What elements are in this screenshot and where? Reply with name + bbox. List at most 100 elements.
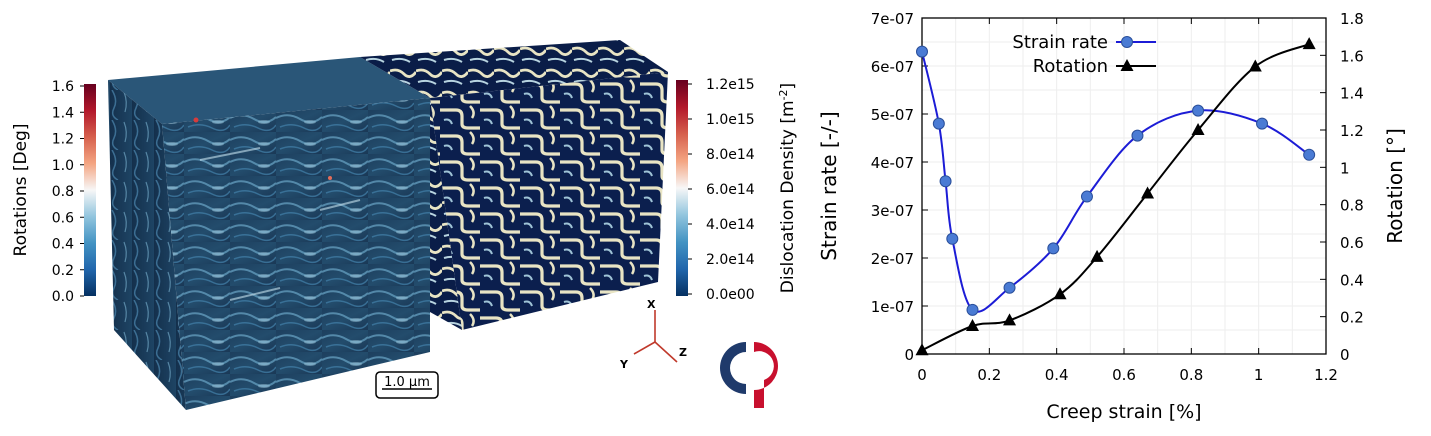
data-point	[1003, 281, 1016, 294]
density-cube-top	[360, 40, 668, 98]
data-point	[1303, 148, 1316, 161]
rotations-colorbar-ramp	[84, 84, 96, 296]
x-tick-label: 0.4	[1045, 366, 1069, 384]
axis-arrow	[654, 341, 678, 363]
density-tick-label: 6.0e14	[706, 182, 755, 198]
rotations-cube-hotspot	[328, 176, 332, 180]
y2-axis-label: Rotation [°]	[1383, 128, 1407, 244]
logo-dark-arc	[720, 342, 746, 394]
y2-tick-label: 1	[1340, 159, 1350, 177]
density-tick-label: 8.0e14	[706, 147, 755, 163]
legend-label: Rotation	[1033, 56, 1108, 77]
density-colorbar-label: Dislocation Density [m-2]	[777, 83, 799, 293]
rotations-cube-hotspot	[193, 117, 199, 123]
y2-tick-label: 0	[1340, 346, 1350, 364]
x-tick-label: 1	[1254, 366, 1264, 384]
y-tick-label: 3e-07	[871, 202, 914, 220]
axis-x-label: X	[647, 298, 656, 311]
series-strain-rate	[916, 45, 1316, 316]
rotations-cube-side	[108, 80, 186, 410]
data-point	[1248, 59, 1262, 72]
data-point	[1080, 190, 1093, 203]
data-point	[966, 319, 979, 331]
y2-tick-label: 0.6	[1340, 234, 1364, 252]
data-point	[1047, 242, 1060, 255]
density-tick-label: 4.0e14	[706, 217, 755, 233]
rotations-tick-label: 1.0	[52, 158, 74, 174]
data-point	[1191, 123, 1205, 135]
data-point	[932, 117, 945, 130]
x-tick-label: 0.2	[977, 366, 1001, 384]
x-tick-label: 0.8	[1179, 366, 1203, 384]
data-point	[966, 303, 979, 316]
density-tick-label: 2.0e14	[706, 252, 755, 268]
density-colorbar-ramp	[676, 80, 688, 296]
axis-y-label: Y	[619, 358, 629, 371]
y-axis-label: Strain rate [-/-]	[817, 111, 841, 260]
data-point	[1090, 249, 1104, 262]
rotations-cube-top	[108, 57, 430, 124]
series-line	[921, 51, 1310, 313]
y2-tick-label: 1.8	[1340, 10, 1364, 28]
scale-bar: 1.0 µm	[375, 371, 439, 399]
data-point	[1131, 129, 1144, 142]
legend-marker	[1121, 36, 1133, 48]
y2-tick-label: 0.8	[1340, 197, 1364, 215]
x-tick-label: 1.2	[1314, 366, 1338, 384]
chart-grid	[922, 18, 1326, 354]
data-point	[915, 343, 929, 356]
data-point	[1192, 104, 1205, 117]
data-point	[1053, 287, 1067, 300]
density-cube-front	[430, 72, 668, 330]
y-tick-label: 1e-07	[871, 298, 914, 316]
x-axis-label: Creep strain [%]	[1046, 401, 1201, 423]
legend: Strain rate Rotation	[1012, 32, 1156, 77]
y-tick-label: 0	[904, 346, 914, 364]
rotations-colorbar: Rotations [Deg] 1.6 1.4 1.2 1.0 0.8 0.6 0.4 0.2…	[11, 79, 96, 305]
rotations-cube	[108, 57, 430, 410]
rotations-cube-front	[162, 98, 430, 410]
y2-tick-label: 0.4	[1340, 271, 1364, 289]
y2-tick-label: 1.2	[1340, 122, 1364, 140]
rotations-tick-label: 1.2	[52, 132, 74, 148]
chart: 0 0.2 0.4 0.6 0.8 1 1.201e-072e-073e-074e-075e…	[817, 10, 1407, 423]
density-cube-side-face	[430, 98, 462, 330]
density-tick-label: 1.2e15	[706, 77, 755, 93]
data-point	[916, 45, 928, 58]
logo-red-arc	[754, 342, 778, 408]
y2-tick-label: 1.6	[1340, 47, 1364, 65]
rotations-tick-label: 0.6	[52, 210, 74, 226]
series-line	[921, 43, 1310, 352]
axis-z-label: Z	[679, 346, 687, 359]
x-tick-label: 0	[917, 366, 927, 384]
axis-arrow	[633, 341, 656, 355]
density-cube	[360, 40, 668, 330]
data-point	[946, 232, 959, 245]
series-rotation	[915, 37, 1316, 356]
rotations-tick-label: 0.0	[52, 289, 74, 305]
scale-bar-label: 1.0 µm	[384, 375, 430, 390]
rotations-colorbar-label: Rotations [Deg]	[11, 124, 31, 257]
y-tick-label: 6e-07	[871, 58, 914, 76]
data-point	[1141, 186, 1155, 199]
density-tick-label: 1.0e15	[706, 112, 755, 128]
y-tick-label: 2e-07	[871, 250, 914, 268]
legend-label: Strain rate	[1012, 32, 1108, 53]
x-tick-label: 0.6	[1112, 366, 1136, 384]
density-tick-label: 0.0e00	[706, 287, 755, 303]
rotations-tick-label: 0.8	[52, 184, 74, 200]
density-colorbar: 1.2e15 1.0e15 8.0e14 6.0e14 4.0e14 2.0e14 0.0e…	[676, 77, 798, 303]
institution-logo	[720, 342, 778, 408]
rotations-tick-label: 1.4	[52, 105, 74, 121]
y-tick-label: 7e-07	[871, 10, 914, 28]
rotations-tick-label: 0.2	[52, 263, 74, 279]
data-point	[1302, 37, 1316, 50]
axes-triad: X Y Z	[619, 298, 687, 371]
legend-marker	[1120, 59, 1134, 71]
rotations-tick-label: 1.6	[52, 79, 74, 95]
rotations-tick-label: 0.4	[52, 237, 74, 253]
data-point	[1256, 117, 1269, 130]
y2-tick-label: 1.4	[1340, 85, 1364, 103]
